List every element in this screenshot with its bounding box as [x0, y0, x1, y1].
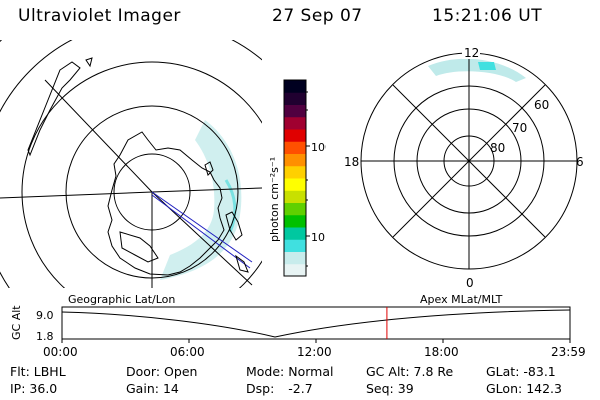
- door-field: Door: Open: [126, 364, 197, 379]
- colorbar-tick-label-10: 10: [311, 231, 325, 244]
- colorbar-stop: [284, 129, 306, 142]
- timeline-tick-label: 00:00: [43, 345, 78, 359]
- colorbar-stop: [284, 227, 306, 240]
- colorbar-stop: [284, 178, 306, 191]
- observation-date: 27 Sep 07: [272, 6, 363, 26]
- sequence-field: Seq: 39: [366, 381, 414, 396]
- glat-label: GLat:: [486, 364, 520, 379]
- timeline-altitude-curve: [61, 309, 571, 338]
- timeline-ylabel: GC Alt: [10, 305, 23, 340]
- timeline-tick-label: 23:59: [551, 345, 586, 359]
- polar-label-6: 6: [576, 155, 584, 169]
- colorbar-stop: [284, 214, 306, 228]
- dsp-value: -2.7: [288, 381, 313, 396]
- colorbar-stop: [284, 92, 306, 105]
- ip-field: IP: 36.0: [10, 381, 57, 396]
- ip-value: 36.0: [29, 381, 58, 396]
- ip-label: IP:: [10, 381, 26, 396]
- gc-altitude-value: 7.8 Re: [413, 364, 454, 379]
- door-value: Open: [164, 364, 198, 379]
- intensity-colorbar: 100 10 photon cm⁻²s⁻¹: [268, 79, 326, 277]
- antarctica-coastline: [107, 131, 225, 276]
- map-lat-circle: [21, 61, 262, 288]
- geographic-map: [0, 40, 262, 288]
- polar-label-12: 12: [464, 46, 479, 60]
- filter-label: Flt:: [10, 364, 30, 379]
- polar-label-60: 60: [534, 98, 549, 112]
- observation-time: 15:21:06 UT: [432, 6, 543, 26]
- filter-value: LBHL: [33, 364, 66, 379]
- map-terminator-line: [151, 191, 253, 263]
- polar-label-18: 18: [344, 155, 359, 169]
- timeline-ymin-label: 1.8: [36, 330, 54, 343]
- mode-value: Normal: [288, 364, 334, 379]
- app-title: Ultraviolet Imager: [18, 6, 181, 26]
- polar-aurora-region: [428, 58, 526, 82]
- glat-value: -83.1: [523, 364, 556, 379]
- glon-label: GLon:: [486, 381, 523, 396]
- polar-label-0: 0: [466, 276, 474, 290]
- gc-altitude-label: GC Alt:: [366, 364, 410, 379]
- mode-field: Mode: Normal: [246, 364, 334, 379]
- polar-diagonal: [392, 84, 546, 238]
- timeline-right-caption: Apex MLat/MLT: [420, 293, 503, 306]
- door-label: Door:: [126, 364, 161, 379]
- polar-label-80: 80: [490, 141, 505, 155]
- polar-label-70: 70: [512, 121, 527, 135]
- dsp-field: Dsp: -2.7: [246, 381, 313, 396]
- colorbar-stop: [284, 153, 306, 167]
- gain-value: 14: [162, 381, 179, 396]
- colorbar-stop: [284, 116, 306, 130]
- colorbar-stop: [284, 80, 306, 93]
- map-meridian: [44, 79, 153, 193]
- timeline-tick-label: 12:00: [297, 345, 332, 359]
- sequence-label: Seq:: [366, 381, 394, 396]
- timeline-left-caption: Geographic Lat/Lon: [68, 293, 175, 306]
- colorbar-stop: [284, 239, 306, 252]
- colorbar-stop: [284, 165, 306, 179]
- colorbar-stop: [284, 141, 306, 154]
- timeline-x-ticks: 00:00 06:00 12:00 18:00 23:59: [43, 339, 586, 359]
- gc-altitude-field: GC Alt: 7.8 Re: [366, 364, 453, 379]
- gain-field: Gain: 14: [126, 381, 179, 396]
- glon-field: GLon: 142.3: [486, 381, 562, 396]
- mode-label: Mode:: [246, 364, 285, 379]
- timeline-ymax-label: 9.0: [36, 309, 54, 322]
- glat-field: GLat: -83.1: [486, 364, 556, 379]
- timeline-tick-label: 18:00: [424, 345, 459, 359]
- dsp-label: Dsp:: [246, 381, 275, 396]
- map-meridian: [151, 187, 262, 193]
- colorbar-unit-label: photon cm⁻²s⁻¹: [268, 157, 281, 242]
- sequence-value: 39: [397, 381, 414, 396]
- polar-mlat-mlt-plot: 12 18 6 0 60 70 80: [344, 45, 584, 290]
- gain-label: Gain:: [126, 381, 159, 396]
- colorbar-tick-label-100: 100: [311, 141, 326, 154]
- glon-value: 142.3: [526, 381, 562, 396]
- colorbar-stop: [284, 104, 306, 118]
- colorbar-frame: [283, 79, 307, 277]
- timeline-tick-label: 06:00: [170, 345, 205, 359]
- map-meridian: [0, 191, 153, 199]
- colorbar-stop: [284, 202, 306, 216]
- colorbar-stop: [284, 251, 306, 265]
- colorbar-stop: [284, 263, 306, 277]
- filter-field: Flt: LBHL: [10, 364, 66, 379]
- gc-altitude-timeline: Geographic Lat/Lon Apex MLat/MLT GC Alt …: [10, 293, 586, 359]
- colorbar-stop: [284, 190, 306, 203]
- map-aurora-region: [160, 120, 242, 280]
